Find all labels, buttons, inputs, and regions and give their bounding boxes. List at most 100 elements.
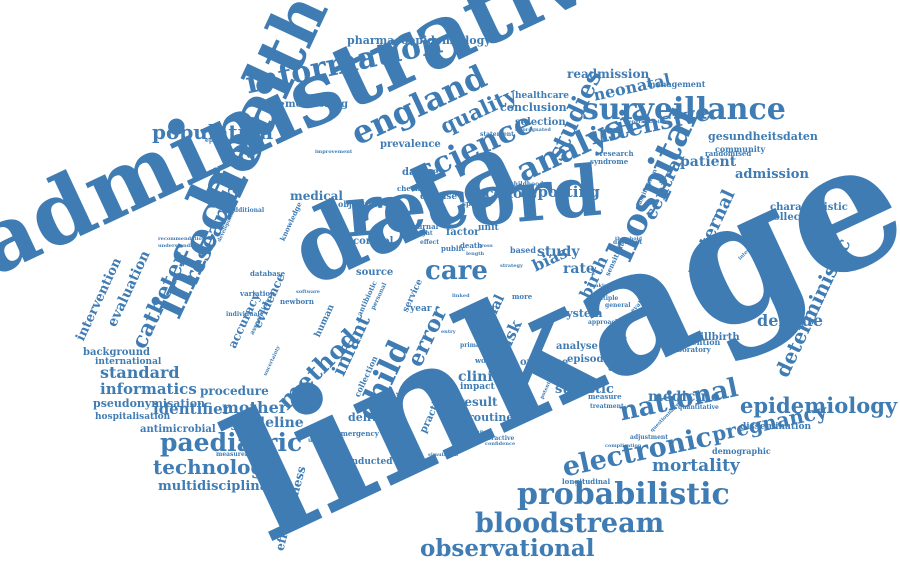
word-general: general (605, 302, 631, 309)
word-confidence: confidence (485, 441, 516, 447)
word-clinical: clinical (458, 369, 516, 385)
word-unplanned: unplanned (308, 437, 344, 444)
word-outcome: outcome (520, 357, 569, 368)
word-effect: effect (420, 239, 439, 246)
word-sequence: sequence (460, 429, 492, 436)
word-interactive: interactive (478, 435, 515, 442)
word-additional: additional (230, 207, 265, 214)
word-rate: rate (563, 261, 595, 277)
word-complication: complication (605, 443, 642, 449)
word-objective: objective (338, 199, 379, 209)
word-variation: variation (240, 289, 276, 298)
word-bloodstream: bloodstream (475, 508, 665, 539)
word-international: international (95, 357, 162, 367)
word-software: software (296, 289, 320, 295)
word-primary: primary (460, 342, 487, 349)
word-statement: statement (480, 131, 514, 138)
word-healthcare: healthcare (515, 91, 569, 101)
word-linked: linked (452, 293, 470, 299)
word-dataset: dataset (402, 167, 444, 178)
word-surveillance: surveillance (582, 92, 786, 127)
word-reporting: reporting (520, 183, 600, 201)
word-laboratory: laboratory (670, 345, 711, 354)
word-demographic: demographic (712, 446, 771, 456)
word-monitoring: monitoring (285, 99, 348, 110)
word-cross: cross (478, 243, 493, 249)
word-simulation: simulation (428, 452, 458, 458)
word-factor: factor (446, 227, 480, 238)
word-cost: cost (475, 304, 496, 314)
word-medical: medical (290, 189, 343, 203)
word-probabilistic: probabilistic (517, 477, 730, 512)
word-standard: standard (100, 363, 180, 382)
word-length: length (466, 251, 485, 257)
word-hospitalisation: hospitalisation (95, 412, 171, 422)
word-study: study (537, 244, 580, 260)
word-identifier: identifier (153, 400, 231, 418)
word-pharmacoepidemiology: pharmacoepidemiology (347, 34, 491, 47)
word-unit: unit (478, 223, 499, 233)
word-episode: episode (567, 354, 610, 365)
word-system: system (560, 307, 603, 320)
word-year: year (410, 304, 432, 314)
word-pseudonymisation: pseudonymisation (93, 397, 206, 410)
word-characteristic: characteristic (770, 202, 848, 213)
word-mother: mother (222, 398, 288, 417)
word-guideline: guideline (230, 415, 304, 431)
word-syndrome: syndrome (590, 157, 629, 166)
word-selection: selection (515, 117, 566, 128)
word-generalisability: generalisability (625, 119, 669, 125)
word-measure: measure (588, 392, 622, 401)
word-dissemination: dissemination (740, 422, 812, 432)
word-emergency: emergency (336, 429, 379, 438)
word-disease: disease (420, 192, 458, 202)
word-recommendation: recommendation (158, 236, 206, 242)
word-admission: admission (735, 167, 809, 182)
word-impact: impact (460, 382, 495, 392)
word-measurement: measurement (216, 451, 263, 458)
word-gesundheitsdaten: gesundheitsdaten (708, 130, 818, 143)
word-readmission: readmission (567, 67, 650, 81)
word-cohort: cohort (485, 186, 537, 202)
word-result: result (458, 395, 498, 409)
word-public: public (441, 244, 466, 253)
word-dengue: dengue (757, 311, 823, 330)
word-epidemiology: epidemiology (740, 393, 898, 418)
word-longitudinal: longitudinal (562, 477, 611, 486)
word-stillbirth: stillbirth (690, 332, 740, 343)
word-based: based (510, 245, 536, 255)
word-community: community (715, 144, 766, 154)
word-different: different (613, 239, 643, 246)
word-entry: entry (441, 329, 456, 335)
word-journal: journal (410, 222, 439, 231)
word-source: source (356, 267, 394, 278)
word-technology: technology (153, 455, 277, 479)
word-death: death (460, 241, 483, 250)
word-threshold: threshold (615, 236, 642, 242)
word-prevalence: prevalence (380, 139, 441, 150)
word-impregnated: impregnated (515, 127, 551, 133)
word-approach: approach (588, 319, 620, 326)
word-analyse: analyse (556, 341, 598, 352)
word-multidisciplinary: multidisciplinary (158, 479, 283, 494)
word-quantitative: quantitative (678, 404, 719, 411)
word-delivery: delivery (348, 411, 397, 424)
word-background: background (83, 347, 150, 358)
word-strategy: strategy (500, 263, 523, 269)
word-medicine: medicine (648, 389, 720, 405)
word-informatics: informatics (100, 380, 197, 398)
word-adjustment: adjustment (630, 434, 669, 441)
word-epidemiological: epidemiological (205, 137, 259, 144)
word-procedure: procedure (200, 384, 269, 398)
word-understanding: understanding (158, 243, 200, 249)
word-eresearch: eresearch (595, 149, 634, 158)
word-care: care (425, 256, 488, 286)
word-collected: collected (767, 212, 818, 223)
word-observational: observational (420, 535, 595, 562)
word-conclusion: conclusion (500, 101, 567, 114)
word-management: management (647, 79, 706, 89)
word-more: more (512, 292, 533, 301)
word-improvement: improvement (315, 149, 353, 155)
word-newborn: newborn (280, 297, 314, 306)
